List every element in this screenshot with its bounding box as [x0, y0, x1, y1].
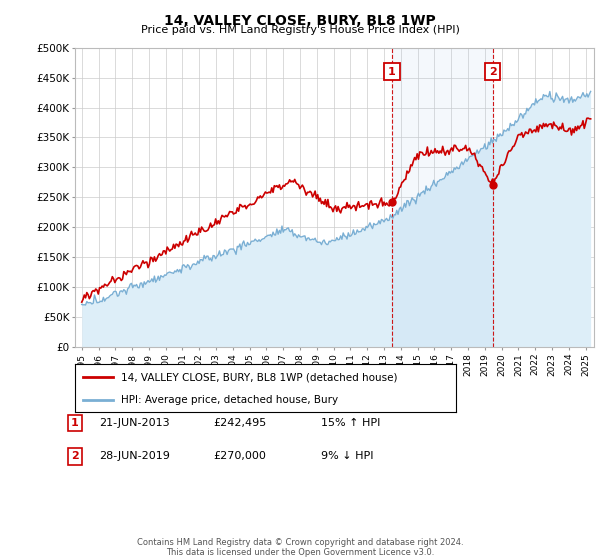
- Text: 2: 2: [71, 451, 79, 461]
- Text: 28-JUN-2019: 28-JUN-2019: [99, 451, 170, 461]
- Text: Price paid vs. HM Land Registry's House Price Index (HPI): Price paid vs. HM Land Registry's House …: [140, 25, 460, 35]
- Text: HPI: Average price, detached house, Bury: HPI: Average price, detached house, Bury: [121, 395, 338, 405]
- Text: 2: 2: [489, 67, 497, 77]
- Text: 1: 1: [71, 418, 79, 428]
- Text: £242,495: £242,495: [213, 418, 266, 428]
- Text: £270,000: £270,000: [213, 451, 266, 461]
- Text: 15% ↑ HPI: 15% ↑ HPI: [321, 418, 380, 428]
- Text: 14, VALLEY CLOSE, BURY, BL8 1WP: 14, VALLEY CLOSE, BURY, BL8 1WP: [164, 14, 436, 28]
- Text: Contains HM Land Registry data © Crown copyright and database right 2024.
This d: Contains HM Land Registry data © Crown c…: [137, 538, 463, 557]
- Text: 1: 1: [388, 67, 396, 77]
- Text: 9% ↓ HPI: 9% ↓ HPI: [321, 451, 373, 461]
- Text: 14, VALLEY CLOSE, BURY, BL8 1WP (detached house): 14, VALLEY CLOSE, BURY, BL8 1WP (detache…: [121, 372, 397, 382]
- Text: 21-JUN-2013: 21-JUN-2013: [99, 418, 170, 428]
- Bar: [392, 48, 493, 347]
